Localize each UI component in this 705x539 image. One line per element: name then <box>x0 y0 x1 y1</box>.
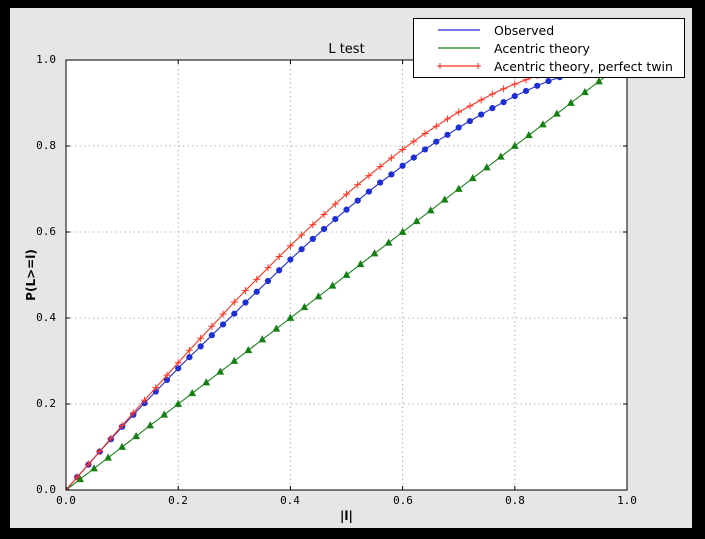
legend-box: Observed Acentric theory Acentric theory… <box>413 18 685 78</box>
x-axis-label: |l| <box>340 509 353 523</box>
plot-canvas <box>65 59 628 491</box>
xtick-label-2: 0.4 <box>280 494 300 507</box>
xtick-label-0: 0.0 <box>56 494 76 507</box>
legend-sample-line-observed <box>438 29 480 31</box>
ytick-label-0: 0.0 <box>36 483 56 496</box>
legend-sample-line-acentric-theory <box>438 47 480 49</box>
ytick-label-2: 0.4 <box>36 311 56 324</box>
xtick-label-5: 1.0 <box>617 494 637 507</box>
legend-row-perfect-twin: Acentric theory, perfect twin <box>414 57 684 75</box>
ytick-label-1: 0.2 <box>36 397 56 410</box>
legend-sample-line-perfect-twin <box>437 63 481 69</box>
legend-label-perfect-twin: Acentric theory, perfect twin <box>494 58 673 74</box>
xtick-label-1: 0.2 <box>168 494 188 507</box>
ytick-label-3: 0.6 <box>36 225 56 238</box>
legend-row-acentric-theory: Acentric theory <box>414 39 684 57</box>
xtick-label-4: 0.8 <box>505 494 525 507</box>
xtick-label-3: 0.6 <box>393 494 413 507</box>
chart-title: L test <box>328 42 365 57</box>
legend-label-observed: Observed <box>494 22 555 38</box>
legend-row-observed: Observed <box>414 21 684 39</box>
legend-label-acentric-theory: Acentric theory <box>494 40 590 56</box>
figure-canvas: L test |l| P(L>=l) 0.0 0.2 0.4 0.6 0.8 1… <box>10 8 692 528</box>
ytick-label-4: 0.8 <box>36 139 56 152</box>
ytick-label-5: 1.0 <box>36 53 56 66</box>
